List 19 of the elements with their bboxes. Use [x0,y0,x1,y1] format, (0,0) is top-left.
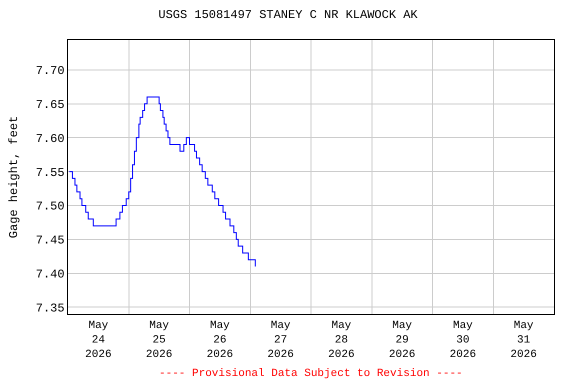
x-tick-label: May 24 2026 [85,320,112,361]
y-tick-label: 7.65 [36,98,65,112]
y-tick-label: 7.40 [36,268,65,282]
x-tick-label: May 30 2026 [450,320,476,361]
y-tick-label: 7.60 [36,132,65,146]
y-tick-label: 7.50 [36,200,65,214]
x-tick-label: May 27 2026 [267,320,294,361]
y-tick-label: 7.35 [36,301,65,316]
x-tick-label: May 26 2026 [206,320,234,361]
y-tick-label: 7.55 [36,166,65,180]
x-tick-label: May 25 2026 [146,320,172,361]
x-tick-label: May 28 2026 [328,320,355,361]
y-axis-title: Gage height, feet [7,116,22,238]
y-tick-label: 7.45 [36,234,65,248]
chart-title: USGS 15081497 STANEY C NR KLAWOCK AK [158,8,418,22]
x-tick-label: May 29 2026 [388,320,416,361]
x-tick-label: May 31 2026 [510,320,537,361]
text: ---- Provisional Data Subject to Revision ---- [159,368,463,380]
y-tick-label: 7.70 [36,64,65,78]
